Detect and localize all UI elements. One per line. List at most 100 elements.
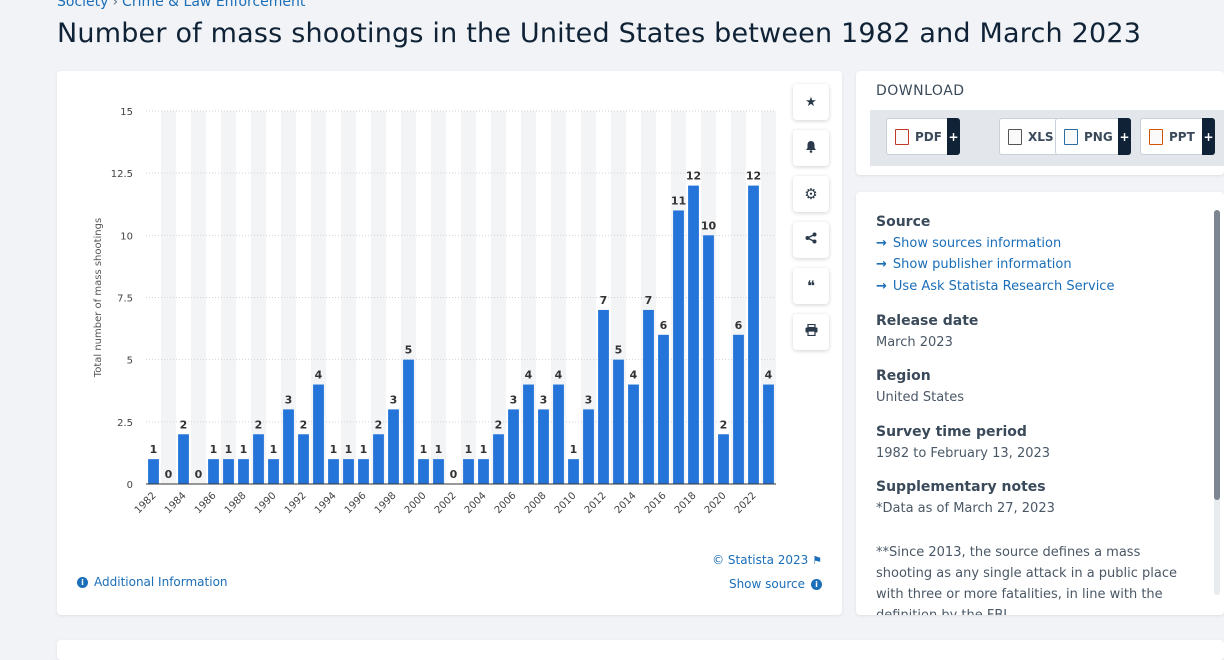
breadcrumb: Society › Crime & Law Enforcement — [57, 0, 305, 10]
bar — [703, 235, 714, 484]
data-label: 1 — [570, 443, 578, 456]
bar — [493, 434, 504, 484]
bar — [613, 359, 624, 484]
statistic-info-card: Source → Show sources information → Show p… — [856, 192, 1224, 615]
x-tick-label: 2002 — [433, 490, 459, 516]
download-card: DOWNLOAD PDF + XLS + PNG + PPT + — [856, 71, 1224, 175]
x-tick-label: 1996 — [343, 490, 369, 516]
bar — [223, 459, 234, 484]
bar — [568, 459, 579, 484]
background-band — [581, 111, 596, 484]
bar — [478, 459, 489, 484]
y-tick-label: 0 — [127, 480, 133, 491]
y-tick-label: 12.5 — [111, 169, 133, 180]
notify-button[interactable] — [793, 130, 829, 166]
x-tick-label: 2022 — [733, 490, 759, 516]
y-tick-label: 10 — [120, 231, 133, 242]
bar — [508, 409, 519, 484]
supplementary-note-text: **Since 2013, the source defines a mass … — [876, 545, 1178, 615]
show-sources-label: Show sources information — [892, 236, 1062, 251]
y-axis-label: Total number of mass shootings — [93, 218, 104, 378]
copyright-link[interactable]: © Statista 2023 ⚑ — [712, 553, 822, 567]
scrollbar-thumb[interactable] — [1214, 210, 1220, 500]
x-tick-label: 2012 — [583, 490, 609, 516]
data-label: 3 — [285, 393, 293, 406]
data-label: 2 — [495, 418, 503, 431]
info-scrollbar[interactable] — [1214, 210, 1220, 595]
data-label: 12 — [746, 170, 761, 183]
bar — [268, 459, 279, 484]
bar — [628, 384, 639, 484]
bar — [643, 309, 654, 484]
background-band — [461, 111, 476, 484]
download-png-button[interactable]: PNG + — [1055, 118, 1131, 155]
bar — [733, 334, 744, 484]
data-label: 1 — [435, 443, 443, 456]
ppt-label: PPT — [1169, 129, 1195, 144]
printer-icon — [805, 323, 818, 340]
data-label: 12 — [686, 170, 701, 183]
x-tick-label: 1982 — [133, 490, 159, 516]
data-label: 7 — [600, 294, 608, 307]
x-tick-label: 1992 — [283, 490, 309, 516]
additional-info-link[interactable]: i Additional Information — [77, 575, 228, 589]
breadcrumb-parent-link[interactable]: Society — [57, 0, 109, 10]
cite-button[interactable]: ❝ — [793, 268, 829, 304]
bar — [658, 334, 669, 484]
data-label: 10 — [701, 219, 717, 232]
bar — [148, 459, 159, 484]
bottom-card — [57, 640, 1224, 660]
data-label: 0 — [450, 468, 458, 481]
x-tick-label: 2010 — [553, 490, 579, 516]
xls-file-icon — [1008, 128, 1022, 145]
y-tick-label: 2.5 — [117, 418, 133, 429]
data-label: 4 — [315, 369, 323, 382]
show-publisher-link[interactable]: → Show publisher information — [876, 257, 1072, 272]
download-pdf-button[interactable]: PDF + — [886, 118, 960, 155]
data-label: 1 — [420, 443, 428, 456]
download-ppt-button[interactable]: PPT + — [1140, 118, 1215, 155]
bar — [538, 409, 549, 484]
release-date-value: March 2023 — [876, 335, 953, 350]
plus-icon: + — [947, 118, 960, 155]
ask-statista-link[interactable]: → Use Ask Statista Research Service — [876, 279, 1114, 294]
data-label: 4 — [525, 369, 533, 382]
info-icon: i — [77, 576, 88, 588]
bar — [763, 384, 774, 484]
data-label: 3 — [390, 393, 398, 406]
print-button[interactable] — [793, 314, 829, 350]
data-label: 3 — [540, 393, 548, 406]
pdf-file-icon — [895, 128, 909, 145]
bar — [388, 409, 399, 484]
plus-icon: + — [1118, 118, 1131, 155]
pdf-label: PDF — [915, 129, 942, 144]
x-tick-label: 2006 — [493, 490, 519, 516]
bar — [373, 434, 384, 484]
favorite-button[interactable]: ★ — [793, 84, 829, 120]
bar — [283, 409, 294, 484]
show-publisher-label: Show publisher information — [892, 257, 1072, 272]
data-label: 5 — [405, 344, 413, 357]
y-tick-label: 5 — [127, 356, 133, 367]
source-heading: Source — [876, 214, 931, 230]
page-title: Number of mass shootings in the United S… — [57, 18, 1142, 49]
copyright-text: © Statista 2023 — [712, 553, 809, 567]
x-tick-label: 2014 — [613, 490, 639, 516]
arrow-right-icon: → — [876, 236, 887, 251]
show-sources-link[interactable]: → Show sources information — [876, 236, 1061, 251]
share-button[interactable] — [793, 222, 829, 258]
x-tick-label: 1990 — [253, 490, 279, 516]
bell-icon — [805, 140, 817, 157]
bar — [208, 459, 219, 484]
bar — [343, 459, 354, 484]
breadcrumb-current-link[interactable]: Crime & Law Enforcement — [122, 0, 306, 10]
supplementary-notes-value: *Data as of March 27, 2023 — [876, 501, 1055, 516]
data-label: 2 — [255, 418, 263, 431]
bar — [298, 434, 309, 484]
x-tick-label: 1984 — [163, 490, 189, 516]
settings-button[interactable]: ⚙ — [793, 176, 829, 212]
data-label: 0 — [165, 468, 173, 481]
bar — [463, 459, 474, 484]
background-band — [191, 111, 206, 484]
show-source-link[interactable]: Show source i — [729, 577, 822, 591]
